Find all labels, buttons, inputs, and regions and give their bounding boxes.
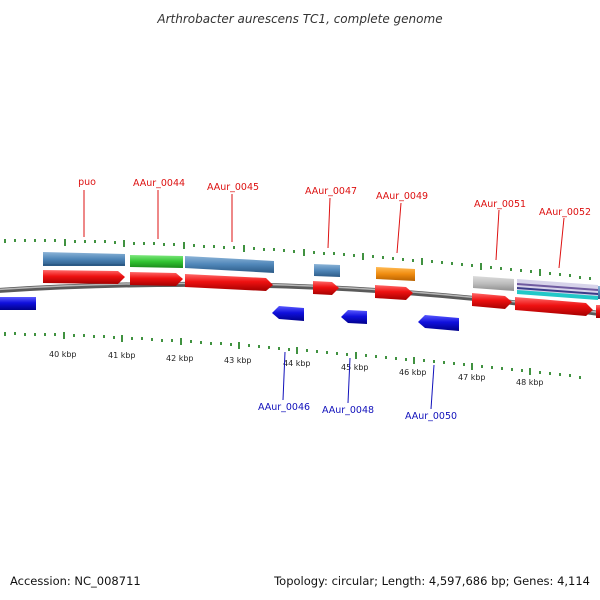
- gene-arrow-forward[interactable]: [185, 274, 273, 291]
- gene-arrow-forward[interactable]: [596, 305, 600, 318]
- gene-arrow-reverse[interactable]: [341, 310, 367, 324]
- gene-label-aaur-0049[interactable]: AAur_0049: [376, 191, 428, 202]
- feature-bar: [517, 290, 598, 300]
- gene-arrow-reverse[interactable]: [418, 315, 459, 331]
- gene-arrow-forward[interactable]: [313, 281, 339, 295]
- gene-arrow-forward[interactable]: [43, 270, 125, 284]
- feature-bar: [376, 267, 415, 281]
- kbp-label: 47 kbp: [458, 373, 486, 382]
- gene-label-aaur-0048[interactable]: AAur_0048: [322, 405, 374, 416]
- reverse-strand-genes: [0, 297, 459, 331]
- gene-arrow-forward[interactable]: [515, 297, 593, 316]
- genome-summary-text: Topology: circular; Length: 4,597,686 bp…: [273, 574, 590, 588]
- inner-tick-track: [4, 332, 581, 379]
- gene-arrow-forward[interactable]: [375, 285, 413, 300]
- accession-text: Accession: NC_008711: [10, 574, 141, 588]
- gene-arrow-forward[interactable]: [130, 272, 183, 286]
- feature-bar: [43, 264, 125, 266]
- gene-arrow-reverse[interactable]: [272, 306, 304, 321]
- forward-strand-genes: [43, 270, 600, 318]
- kbp-label: 42 kbp: [166, 354, 194, 363]
- kbp-label: 40 kbp: [49, 350, 77, 359]
- feature-bar: [473, 276, 514, 291]
- feature-track: [43, 252, 600, 300]
- feature-bar: [517, 283, 598, 291]
- kbp-label: 45 kbp: [341, 363, 369, 372]
- kbp-label: 41 kbp: [108, 351, 136, 360]
- kbp-label: 44 kbp: [283, 359, 311, 368]
- gene-label-aaur-0047[interactable]: AAur_0047: [305, 186, 357, 197]
- feature-bar: [517, 287, 598, 295]
- gene-label-aaur-0052[interactable]: AAur_0052: [539, 207, 591, 218]
- kbp-label: 46 kbp: [399, 368, 427, 377]
- feature-bar: [130, 255, 183, 268]
- feature-bar: [314, 264, 340, 277]
- gene-label-aaur-0044[interactable]: AAur_0044: [133, 178, 185, 189]
- gene-label-aaur-0046[interactable]: AAur_0046: [258, 402, 310, 413]
- gene-label-aaur-0045[interactable]: AAur_0045: [207, 182, 259, 193]
- feature-bar: [43, 252, 125, 266]
- kbp-scale: 40 kbp 41 kbp 42 kbp 43 kbp 44 kbp 45 kb…: [49, 350, 544, 387]
- gene-arrow-forward[interactable]: [472, 293, 512, 309]
- gene-label-puo[interactable]: puo: [78, 177, 96, 188]
- gene-arrow-reverse[interactable]: [0, 297, 36, 310]
- gene-label-aaur-0051[interactable]: AAur_0051: [474, 199, 526, 210]
- forward-gene-labels: [83, 190, 565, 269]
- feature-bar: [185, 256, 274, 273]
- map-title: Arthrobacter aurescens TC1, complete gen…: [156, 12, 442, 26]
- outer-tick-track: [4, 239, 591, 280]
- kbp-label: 48 kbp: [516, 378, 544, 387]
- reverse-gene-labels: [282, 351, 435, 410]
- gene-label-aaur-0050[interactable]: AAur_0050: [405, 411, 457, 422]
- kbp-label: 43 kbp: [224, 356, 252, 365]
